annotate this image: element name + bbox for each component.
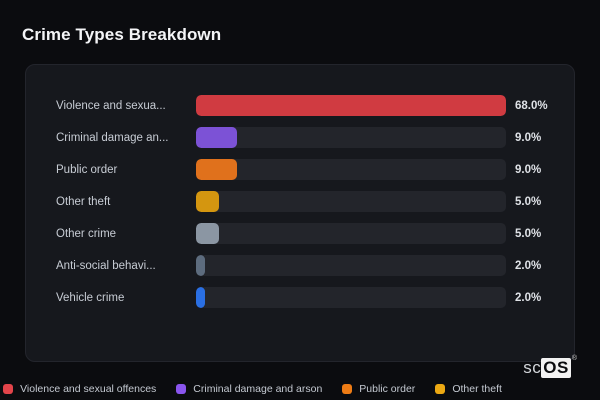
bar-fill[interactable]	[196, 223, 219, 244]
value-label: 9.0%	[515, 131, 542, 144]
bar-row: Violence and sexua... 68.0%	[26, 95, 574, 116]
bar-row: Other theft 5.0%	[26, 191, 574, 212]
bar-track	[196, 223, 506, 244]
page-title: Crime Types Breakdown	[22, 25, 222, 44]
legend-label: Violence and sexual offences	[20, 383, 157, 395]
value-label: 2.0%	[515, 291, 542, 304]
category-label: Anti-social behavi...	[56, 259, 156, 272]
bar-track	[196, 127, 506, 148]
legend-label: Other theft	[452, 383, 502, 395]
bar-track	[196, 191, 506, 212]
chart-card: Violence and sexua... 68.0% Criminal damag…	[25, 64, 575, 362]
bar-row: Anti-social behavi... 2.0%	[26, 255, 574, 276]
legend-swatch-icon	[176, 384, 187, 394]
legend: Violence and sexual offences Criminal dam…	[0, 383, 600, 395]
legend-item[interactable]: Criminal damage and arson	[176, 383, 322, 395]
bar-fill[interactable]	[196, 191, 219, 212]
bar-fill[interactable]	[196, 159, 238, 180]
bar-chart: Violence and sexua... 68.0% Criminal damag…	[26, 65, 574, 308]
bar-track	[196, 159, 506, 180]
bar-row: Public order 9.0%	[26, 159, 574, 180]
value-label: 68.0%	[515, 99, 548, 112]
legend-swatch-icon	[342, 384, 353, 394]
category-label: Public order	[56, 163, 118, 176]
bar-fill[interactable]	[196, 127, 238, 148]
legend-label: Criminal damage and arson	[193, 383, 323, 395]
value-label: 5.0%	[515, 195, 542, 208]
bar-fill[interactable]	[196, 287, 206, 308]
category-label: Vehicle crime	[56, 291, 125, 304]
bar-fill[interactable]	[196, 255, 206, 276]
bar-track	[196, 287, 506, 308]
bar-row: Vehicle crime 2.0%	[26, 287, 574, 308]
bar-fill[interactable]	[196, 95, 506, 116]
legend-item[interactable]: Violence and sexual offences	[3, 383, 156, 395]
bar-row: Other crime 5.0%	[26, 223, 574, 244]
registered-mark-icon: ®	[571, 355, 577, 362]
bar-track	[196, 255, 506, 276]
category-label: Other crime	[56, 227, 117, 240]
bar-row: Criminal damage an... 9.0%	[26, 127, 574, 148]
value-label: 5.0%	[515, 227, 542, 240]
category-label: Criminal damage an...	[56, 131, 169, 144]
legend-swatch-icon	[3, 384, 14, 394]
category-label: Other theft	[56, 195, 111, 208]
legend-swatch-icon	[435, 384, 446, 394]
legend-item[interactable]: Other theft	[435, 383, 502, 395]
category-label: Violence and sexua...	[56, 99, 166, 112]
bar-track	[196, 95, 506, 116]
value-label: 9.0%	[515, 163, 542, 176]
logo-text-os: OS	[541, 358, 571, 378]
scos-logo: sc OS ®	[523, 355, 577, 378]
logo-text-sc: sc	[523, 358, 542, 377]
legend-label: Public order	[359, 383, 416, 395]
value-label: 2.0%	[515, 259, 542, 272]
legend-item[interactable]: Public order	[342, 383, 415, 395]
